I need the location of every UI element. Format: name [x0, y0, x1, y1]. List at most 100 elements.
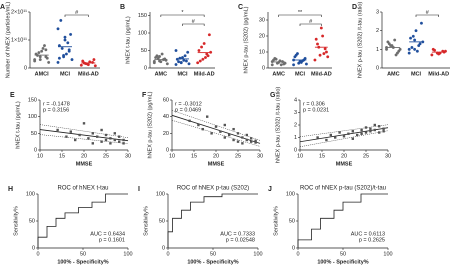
data-point [104, 133, 108, 137]
panel-letter: I [138, 186, 140, 193]
data-point [351, 130, 354, 133]
x-tick-label: 100 [383, 251, 392, 257]
data-point [63, 38, 67, 42]
data-point [177, 60, 181, 64]
data-point [45, 56, 49, 60]
y-tick-label: 60 [163, 97, 169, 103]
y-tick-label: 1 [294, 135, 297, 141]
data-point [96, 135, 99, 138]
y-tick-label: 20 [163, 131, 169, 137]
annotation: r = 0.306 [303, 101, 325, 107]
panel-letter: A [0, 4, 5, 11]
panel-letter: G [270, 92, 276, 99]
data-point [295, 52, 299, 56]
data-point [250, 140, 253, 143]
panel-letter: H [8, 186, 13, 193]
x-axis-label: MMSE [336, 161, 353, 167]
data-point [409, 36, 413, 40]
data-point [40, 49, 44, 53]
y-axis-label: hNEX p-tau (S202) /t-tau (ratio) [357, 2, 363, 79]
data-point [254, 139, 257, 143]
roc-curve [167, 193, 258, 248]
data-point [323, 47, 327, 51]
x-tick-label: 25 [103, 153, 109, 159]
data-point [113, 132, 116, 135]
significance-label: # [309, 19, 313, 25]
x-axis-label: 100% - Specificity% [317, 259, 368, 265]
data-point [360, 128, 363, 132]
confidence-band [171, 110, 261, 141]
data-point [279, 63, 283, 67]
x-tick-label: AMC [155, 71, 168, 77]
chart-title: ROC of hNEX p-tau (S202) [177, 186, 249, 192]
data-point [56, 128, 59, 132]
y-tick-label: 20 [259, 33, 265, 39]
data-point [196, 61, 200, 65]
data-point [38, 55, 42, 59]
y-axis-label: hNEX t-tau (pg/mL) [15, 101, 21, 149]
confidence-band [299, 124, 389, 138]
y-tick-label: 30 [259, 17, 265, 23]
data-point [232, 138, 235, 142]
panel-letter: D [352, 4, 357, 11]
y-axis-label: hNEX p-tau (S202) (pg/mL) [147, 91, 153, 158]
data-point [67, 48, 71, 52]
data-point [369, 127, 372, 130]
data-point [223, 136, 226, 139]
data-point [414, 29, 418, 33]
confidence-band [171, 120, 261, 147]
data-point [334, 136, 337, 139]
data-point [109, 137, 112, 140]
annotation: AUC = 0.6434 [90, 231, 125, 237]
data-point [245, 133, 248, 137]
confidence-band [39, 124, 129, 138]
significance-bracket [182, 23, 205, 26]
data-point [410, 46, 414, 49]
data-point [378, 131, 381, 134]
y-tick-label: 1×10¹¹ [11, 37, 27, 43]
y-tick-label: 0 [24, 65, 27, 71]
annotation: p = 0.0469 [175, 107, 201, 113]
data-point [159, 60, 163, 64]
annotation: AUC = 0.7333 [220, 231, 255, 237]
data-point [182, 58, 186, 62]
y-tick-label: 150 [28, 97, 37, 103]
y-axis-label: Sensitivity% [273, 206, 279, 236]
data-point [393, 38, 397, 42]
data-point [316, 42, 319, 46]
data-point [198, 59, 202, 63]
data-point [79, 63, 83, 67]
data-point [93, 64, 97, 68]
data-point [313, 58, 317, 62]
data-point [206, 115, 209, 118]
x-tick-label: 20 [341, 153, 347, 159]
data-point [356, 133, 359, 137]
annotation: p = 0.3156 [43, 107, 69, 113]
data-point [201, 57, 205, 61]
y-tick-label: 0 [292, 245, 295, 251]
x-tick-label: MCI [60, 71, 71, 77]
x-tick-label: 20 [81, 153, 87, 159]
data-point [179, 60, 183, 64]
x-tick-label: 50 [80, 251, 86, 257]
significance-label: ** [298, 10, 303, 16]
data-point [187, 62, 191, 66]
annotation: p = 0.0231 [303, 107, 329, 113]
data-point [364, 131, 368, 134]
data-point [57, 56, 61, 60]
data-point [160, 52, 164, 56]
data-point [37, 51, 41, 55]
data-point [319, 26, 323, 30]
data-point [210, 132, 213, 135]
data-point [47, 60, 51, 64]
x-tick-label: 50 [340, 251, 346, 257]
data-point [415, 49, 419, 53]
data-point [44, 48, 48, 52]
x-tick-label: 25 [363, 153, 369, 159]
data-point [329, 133, 332, 137]
data-point [200, 45, 204, 49]
data-point [270, 63, 274, 67]
data-point [87, 137, 90, 140]
data-point [70, 58, 74, 62]
